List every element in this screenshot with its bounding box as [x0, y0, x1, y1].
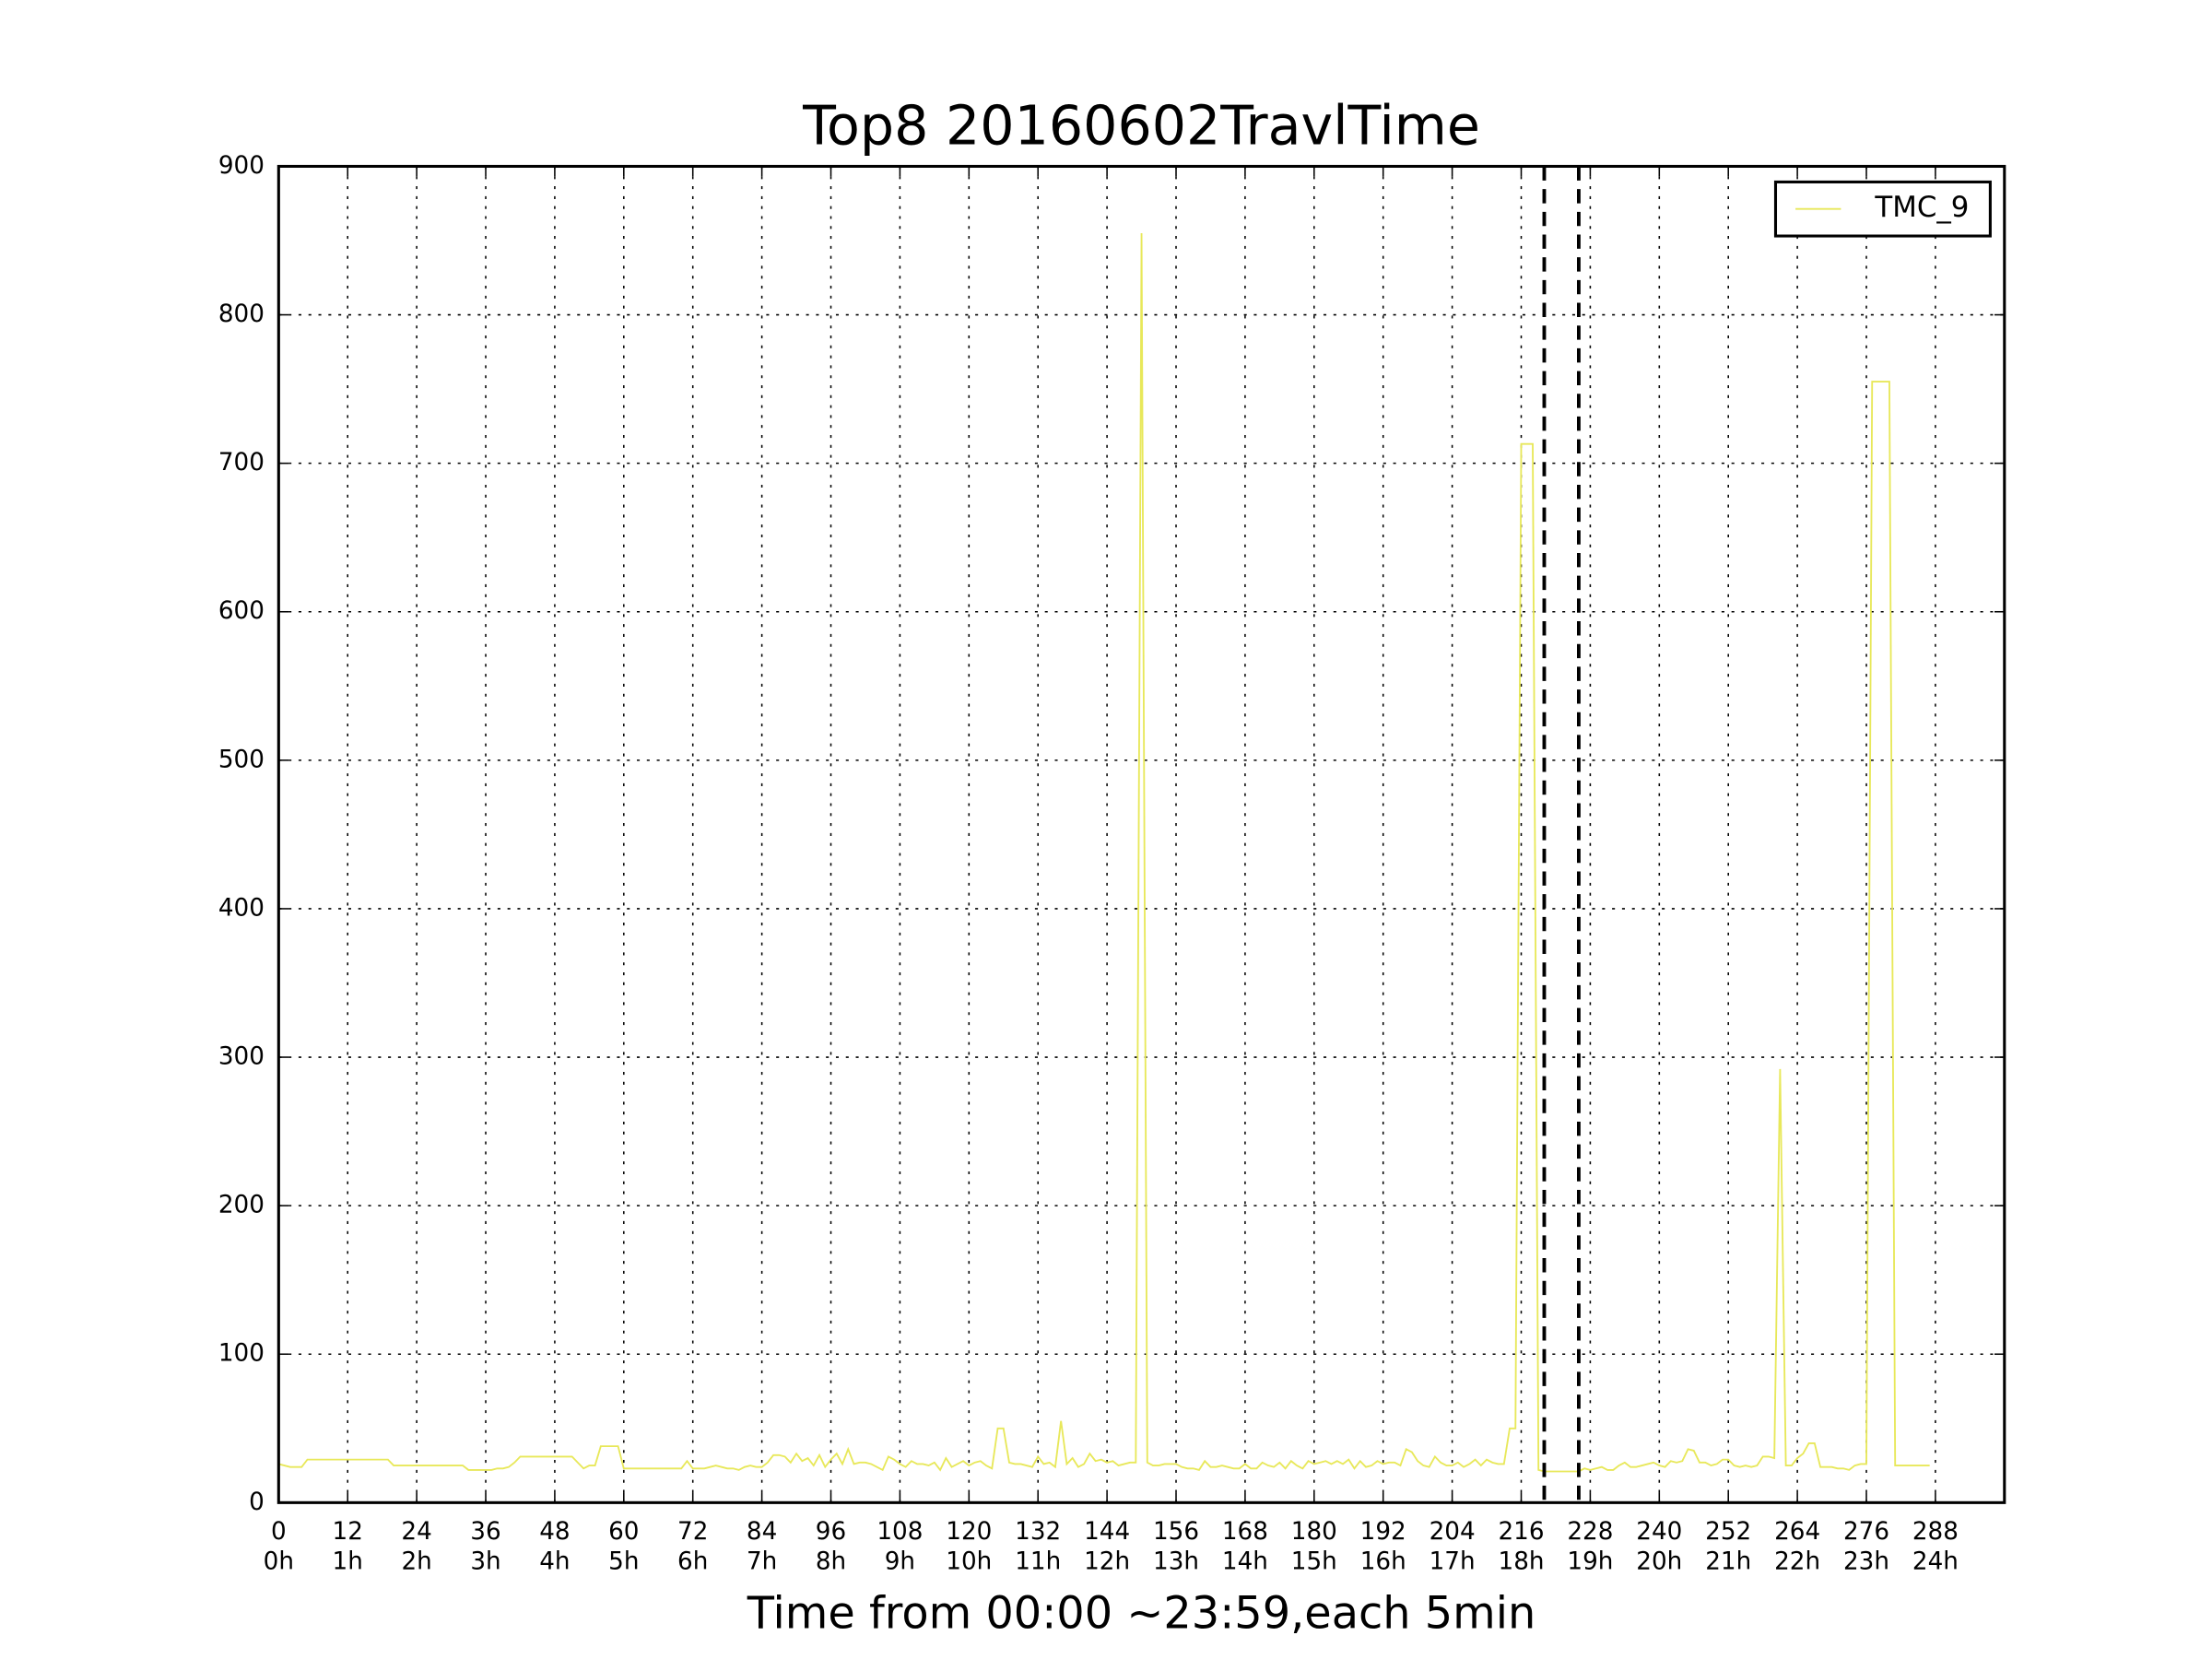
x-tick-hour-label: 2h: [401, 1548, 431, 1576]
x-tick-label: 12: [333, 1518, 363, 1546]
x-tick-hour-label: 16h: [1360, 1548, 1406, 1576]
x-tick-hour-label: 23h: [1843, 1548, 1889, 1576]
x-tick-label: 72: [677, 1518, 708, 1546]
y-tick-label: 200: [218, 1192, 265, 1219]
x-tick-hour-label: 15h: [1291, 1548, 1337, 1576]
x-tick-hour-label: 12h: [1084, 1548, 1130, 1576]
x-tick-hour-label: 14h: [1222, 1548, 1268, 1576]
x-tick-hour-label: 17h: [1430, 1548, 1476, 1576]
x-tick-label: 276: [1843, 1518, 1889, 1546]
x-tick-hour-label: 22h: [1774, 1548, 1820, 1576]
y-tick-label: 700: [218, 449, 265, 477]
chart-title: Top8 20160602TravlTime: [802, 94, 1480, 157]
x-tick-label: 240: [1636, 1518, 1682, 1546]
x-tick-hour-label: 1h: [333, 1548, 363, 1576]
legend: TMC_9: [1773, 180, 1992, 238]
x-tick-hour-label: 5h: [608, 1548, 639, 1576]
x-tick-label: 132: [1015, 1518, 1061, 1546]
x-tick-label: 48: [539, 1518, 570, 1546]
x-tick-label: 144: [1084, 1518, 1130, 1546]
x-tick-hour-label: 18h: [1499, 1548, 1545, 1576]
legend-label: TMC_9: [1874, 191, 1969, 224]
plot-frame: [276, 164, 2006, 1504]
x-tick-hour-label: 0h: [264, 1548, 294, 1576]
data-line: [278, 232, 1930, 1473]
x-tick-label: 216: [1498, 1518, 1544, 1546]
x-tick-label: 96: [816, 1518, 846, 1546]
y-tick-label: 900: [218, 152, 265, 180]
x-tick-hour-label: 8h: [816, 1548, 846, 1576]
x-tick-label: 168: [1222, 1518, 1268, 1546]
x-tick-label: 36: [470, 1518, 500, 1546]
x-tick-hour-label: 11h: [1015, 1548, 1061, 1576]
x-tick-hour-label: 3h: [470, 1548, 500, 1576]
x-tick-label: 288: [1912, 1518, 1959, 1546]
x-tick-label: 180: [1291, 1518, 1337, 1546]
x-tick-label: 84: [747, 1518, 777, 1546]
y-tick-label: 100: [218, 1340, 265, 1368]
x-tick-hour-label: 19h: [1567, 1548, 1613, 1576]
x-tick-label: 24: [401, 1518, 431, 1546]
y-tick-label: 400: [218, 894, 265, 922]
x-tick-hour-label: 21h: [1705, 1548, 1751, 1576]
x-tick-hour-label: 10h: [946, 1548, 992, 1576]
x-tick-label: 156: [1153, 1518, 1199, 1546]
x-tick-label: 108: [877, 1518, 923, 1546]
y-tick-label: 300: [218, 1043, 265, 1071]
x-tick-hour-label: 4h: [539, 1548, 570, 1576]
y-tick-label: 800: [218, 300, 265, 328]
x-tick-hour-label: 20h: [1636, 1548, 1682, 1576]
x-tick-label: 204: [1430, 1518, 1476, 1546]
x-tick-hour-label: 24h: [1912, 1548, 1959, 1576]
x-tick-hour-label: 7h: [747, 1548, 777, 1576]
x-tick-label: 252: [1705, 1518, 1751, 1546]
y-tick-label: 600: [218, 597, 265, 625]
x-tick-label: 228: [1567, 1518, 1613, 1546]
x-tick-label: 120: [946, 1518, 992, 1546]
x-tick-label: 60: [608, 1518, 639, 1546]
y-tick-label: 500: [218, 746, 265, 773]
x-axis-label: Time from 00:00 ~23:59,each 5min: [747, 1589, 1536, 1640]
x-tick-hour-label: 6h: [677, 1548, 708, 1576]
x-tick-label: 192: [1360, 1518, 1406, 1546]
x-tick-label: 264: [1774, 1518, 1820, 1546]
x-tick-hour-label: 9h: [885, 1548, 915, 1576]
y-tick-label: 0: [249, 1488, 265, 1516]
x-tick-label: 0: [271, 1518, 287, 1546]
x-tick-hour-label: 13h: [1153, 1548, 1199, 1576]
